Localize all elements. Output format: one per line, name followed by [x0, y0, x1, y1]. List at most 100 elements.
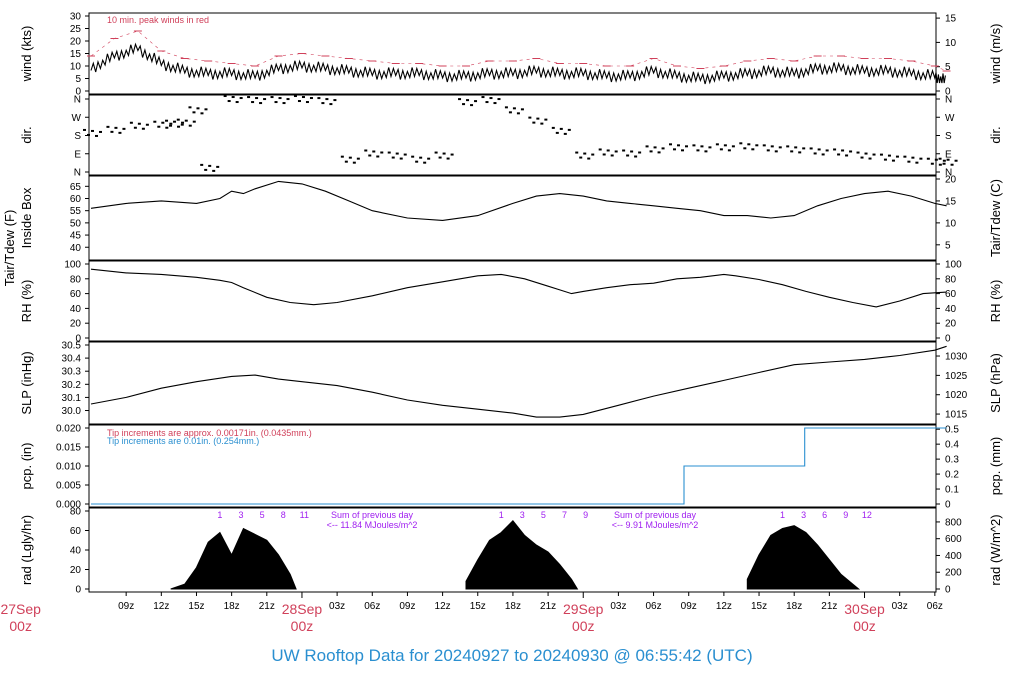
y-axis-label-right: SLP (hPa) — [988, 353, 1003, 413]
direction-point — [743, 147, 747, 150]
y-tick-label-right: 10 — [945, 218, 957, 229]
y-tick-label-right: 0 — [945, 87, 951, 98]
direction-point — [540, 122, 544, 125]
direction-point — [462, 103, 466, 106]
y-tick-label-right: N — [945, 95, 952, 106]
direction-point — [723, 144, 727, 147]
direction-point — [856, 151, 860, 154]
panel-frame — [88, 175, 937, 261]
direction-point — [587, 157, 591, 160]
direction-point — [286, 98, 290, 101]
y-tick-label-right: 200 — [945, 568, 962, 579]
y-tick-label-right: 15 — [945, 196, 957, 207]
radiation-sum-value: <-- 11.84 MJoules/m^2 — [327, 520, 418, 530]
direction-point — [774, 150, 778, 153]
direction-point — [216, 165, 220, 168]
y-tick-label-right: 5 — [945, 240, 951, 251]
direction-point — [845, 154, 849, 157]
direction-point — [434, 151, 438, 154]
direction-point — [387, 151, 391, 154]
series-temp — [90, 180, 947, 221]
direction-point — [950, 163, 954, 166]
direction-point — [895, 155, 899, 158]
direction-point — [606, 149, 610, 152]
direction-point — [169, 124, 173, 127]
direction-point — [903, 155, 907, 158]
radiation-area — [170, 527, 297, 590]
direction-point — [860, 156, 864, 159]
direction-point — [239, 97, 243, 100]
y-tick-label-left: 5 — [75, 74, 81, 85]
direction-point — [731, 145, 735, 148]
y-tick-label-right: 0.5 — [945, 425, 959, 436]
direction-point — [497, 98, 501, 101]
y-tick-label-left: N — [74, 95, 81, 106]
direction-point — [259, 102, 263, 105]
radiation-sum-label: Sum of previous day — [614, 510, 697, 520]
direction-point — [212, 169, 216, 172]
direction-point — [200, 112, 204, 115]
direction-point — [141, 127, 145, 130]
hour-marker: 8 — [281, 510, 286, 520]
series-peak-wind — [90, 30, 947, 72]
direction-point — [442, 152, 446, 155]
direction-point — [95, 134, 98, 137]
direction-point — [200, 163, 204, 166]
direction-point — [938, 157, 942, 160]
panel-frame — [88, 12, 937, 95]
direction-point — [165, 126, 169, 129]
direction-point — [270, 96, 274, 99]
direction-point — [282, 102, 286, 105]
direction-point — [512, 107, 516, 110]
day-time-label: 00z — [853, 618, 876, 634]
x-tick-label: 03z — [610, 601, 626, 612]
direction-point — [423, 161, 427, 164]
direction-point — [188, 124, 192, 127]
direction-point — [802, 147, 806, 150]
x-tick-label: 06z — [364, 601, 380, 612]
direction-point — [634, 155, 638, 158]
direction-point — [868, 157, 872, 160]
direction-point — [915, 161, 919, 164]
direction-point — [790, 150, 794, 153]
direction-point — [173, 120, 177, 123]
direction-point — [489, 97, 493, 100]
y-axis-label-left: dir. — [19, 126, 34, 143]
y-tick-label-right: 0.4 — [945, 440, 959, 451]
direction-point — [376, 155, 380, 158]
direction-point — [114, 126, 118, 129]
y-tick-label-right: 0.1 — [945, 485, 959, 496]
direction-point — [954, 159, 958, 162]
y-axis-label-left: pcp. (in) — [19, 443, 34, 490]
direction-point — [821, 153, 825, 156]
x-tick-label: 03z — [329, 601, 345, 612]
direction-point — [770, 145, 774, 148]
y-tick-label-right: W — [945, 113, 955, 124]
direction-point — [481, 96, 485, 99]
direction-point — [661, 147, 665, 150]
y-axis-label-right: dir. — [988, 126, 1003, 143]
panel-rh: 0 20 40 60 80 100 0 20 40 60 80 100 RH (%) RH (%) — [19, 260, 1003, 345]
y-axis-label-left: wind (kts) — [19, 26, 34, 83]
direction-point — [133, 126, 137, 129]
radiation-area — [465, 520, 579, 590]
y-axis-label-left: RH (%) — [19, 280, 34, 323]
direction-point — [204, 108, 208, 111]
direction-point — [399, 157, 403, 160]
y-tick-label-right: 1015 — [945, 410, 968, 421]
wind-annotation: 10 min. peak winds in red — [107, 15, 209, 25]
direction-point — [352, 161, 356, 164]
direction-point — [591, 153, 595, 156]
y-tick-label-left: 30.2 — [62, 380, 82, 391]
y-axis-label-right: pcp. (mm) — [988, 437, 1003, 496]
y-tick-label-left: 30.0 — [62, 406, 82, 417]
y-tick-label-left: 40 — [70, 243, 82, 254]
direction-point — [395, 152, 399, 155]
direction-point — [817, 148, 821, 151]
direction-point — [516, 112, 520, 115]
hour-marker: 6 — [822, 510, 827, 520]
direction-point — [251, 101, 255, 104]
day-time-label: 00z — [9, 618, 32, 634]
